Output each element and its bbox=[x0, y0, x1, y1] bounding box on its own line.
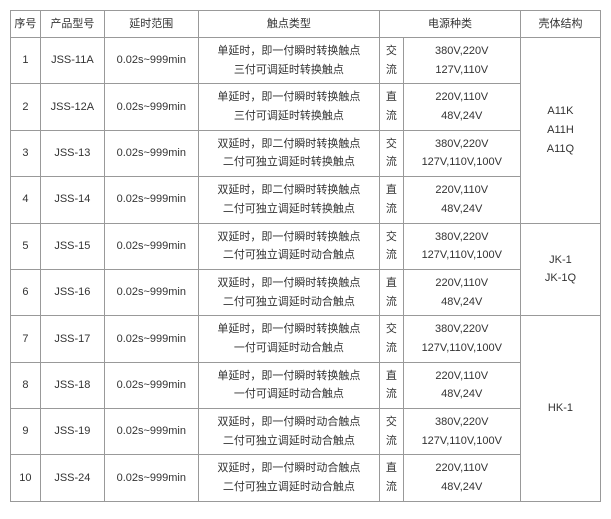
cell-model: JSS-15 bbox=[40, 223, 104, 269]
cell-contact: 双延时，即一付瞬时转换触点二付可独立调延时动合触点 bbox=[198, 269, 379, 315]
header-shell: 壳体结构 bbox=[520, 11, 600, 38]
cell-seq: 10 bbox=[11, 455, 41, 501]
cell-power-volt: 380V,220V127V,110V,100V bbox=[403, 316, 520, 362]
cell-model: JSS-13 bbox=[40, 130, 104, 176]
cell-model: JSS-14 bbox=[40, 177, 104, 223]
cell-power-type: 交流 bbox=[380, 38, 403, 84]
table-row: 9JSS-190.02s~999min双延时，即一付瞬时动合触点二付可独立调延时… bbox=[11, 409, 601, 455]
cell-power-volt: 220V,110V48V,24V bbox=[403, 269, 520, 315]
table-row: 10JSS-240.02s~999min双延时，即一付瞬时动合触点二付可独立调延… bbox=[11, 455, 601, 501]
cell-power-volt: 380V,220V127V,110V bbox=[403, 38, 520, 84]
table-row: 4JSS-140.02s~999min双延时，即二付瞬时转换触点二付可独立调延时… bbox=[11, 177, 601, 223]
table-row: 7JSS-170.02s~999min单延时，即一付瞬时转换触点一付可调延时动合… bbox=[11, 316, 601, 362]
header-power: 电源种类 bbox=[380, 11, 521, 38]
table-header-row: 序号 产品型号 延时范围 触点类型 电源种类 壳体结构 bbox=[11, 11, 601, 38]
cell-power-type: 交流 bbox=[380, 316, 403, 362]
cell-range: 0.02s~999min bbox=[104, 38, 198, 84]
cell-range: 0.02s~999min bbox=[104, 269, 198, 315]
cell-power-volt: 220V,110V48V,24V bbox=[403, 362, 520, 408]
cell-model: JSS-12A bbox=[40, 84, 104, 130]
cell-shell: A11KA11HA11Q bbox=[520, 38, 600, 224]
cell-shell: HK-1 bbox=[520, 316, 600, 502]
cell-shell: JK-1JK-1Q bbox=[520, 223, 600, 316]
header-model: 产品型号 bbox=[40, 11, 104, 38]
header-contact: 触点类型 bbox=[198, 11, 379, 38]
cell-model: JSS-18 bbox=[40, 362, 104, 408]
cell-contact: 单延时，即一付瞬时转换触点一付可调延时动合触点 bbox=[198, 362, 379, 408]
header-seq: 序号 bbox=[11, 11, 41, 38]
cell-power-type: 直流 bbox=[380, 84, 403, 130]
table-row: 3JSS-130.02s~999min双延时，即二付瞬时转换触点二付可独立调延时… bbox=[11, 130, 601, 176]
cell-seq: 3 bbox=[11, 130, 41, 176]
cell-range: 0.02s~999min bbox=[104, 130, 198, 176]
cell-power-volt: 380V,220V127V,110V,100V bbox=[403, 223, 520, 269]
cell-seq: 2 bbox=[11, 84, 41, 130]
header-range: 延时范围 bbox=[104, 11, 198, 38]
cell-seq: 4 bbox=[11, 177, 41, 223]
cell-power-volt: 380V,220V127V,110V,100V bbox=[403, 409, 520, 455]
cell-power-type: 交流 bbox=[380, 130, 403, 176]
cell-power-volt: 220V,110V48V,24V bbox=[403, 455, 520, 501]
cell-contact: 双延时，即一付瞬时动合触点二付可独立调延时动合触点 bbox=[198, 455, 379, 501]
cell-contact: 双延时，即一付瞬时转换触点二付可独立调延时动合触点 bbox=[198, 223, 379, 269]
cell-power-type: 直流 bbox=[380, 269, 403, 315]
cell-range: 0.02s~999min bbox=[104, 177, 198, 223]
cell-contact: 双延时，即二付瞬时转换触点二付可独立调延时转换触点 bbox=[198, 130, 379, 176]
cell-model: JSS-16 bbox=[40, 269, 104, 315]
cell-model: JSS-11A bbox=[40, 38, 104, 84]
cell-model: JSS-17 bbox=[40, 316, 104, 362]
cell-seq: 5 bbox=[11, 223, 41, 269]
table-row: 5JSS-150.02s~999min双延时，即一付瞬时转换触点二付可独立调延时… bbox=[11, 223, 601, 269]
cell-model: JSS-19 bbox=[40, 409, 104, 455]
cell-power-type: 直流 bbox=[380, 362, 403, 408]
cell-range: 0.02s~999min bbox=[104, 455, 198, 501]
cell-range: 0.02s~999min bbox=[104, 223, 198, 269]
table-row: 6JSS-160.02s~999min双延时，即一付瞬时转换触点二付可独立调延时… bbox=[11, 269, 601, 315]
cell-power-volt: 380V,220V127V,110V,100V bbox=[403, 130, 520, 176]
cell-seq: 9 bbox=[11, 409, 41, 455]
table-row: 1JSS-11A0.02s~999min单延时，即一付瞬时转换触点三付可调延时转… bbox=[11, 38, 601, 84]
table-row: 2JSS-12A0.02s~999min单延时，即一付瞬时转换触点三付可调延时转… bbox=[11, 84, 601, 130]
cell-range: 0.02s~999min bbox=[104, 409, 198, 455]
cell-seq: 1 bbox=[11, 38, 41, 84]
cell-range: 0.02s~999min bbox=[104, 362, 198, 408]
cell-seq: 6 bbox=[11, 269, 41, 315]
cell-range: 0.02s~999min bbox=[104, 84, 198, 130]
cell-power-type: 直流 bbox=[380, 177, 403, 223]
cell-contact: 双延时，即一付瞬时动合触点二付可独立调延时动合触点 bbox=[198, 409, 379, 455]
cell-seq: 8 bbox=[11, 362, 41, 408]
cell-power-volt: 220V,110V48V,24V bbox=[403, 84, 520, 130]
table-row: 8JSS-180.02s~999min单延时，即一付瞬时转换触点一付可调延时动合… bbox=[11, 362, 601, 408]
cell-range: 0.02s~999min bbox=[104, 316, 198, 362]
cell-contact: 单延时，即一付瞬时转换触点三付可调延时转换触点 bbox=[198, 84, 379, 130]
product-spec-table: 序号 产品型号 延时范围 触点类型 电源种类 壳体结构 1JSS-11A0.02… bbox=[10, 10, 601, 502]
cell-contact: 单延时，即一付瞬时转换触点三付可调延时转换触点 bbox=[198, 38, 379, 84]
table-body: 1JSS-11A0.02s~999min单延时，即一付瞬时转换触点三付可调延时转… bbox=[11, 38, 601, 502]
cell-power-volt: 220V,110V48V,24V bbox=[403, 177, 520, 223]
cell-seq: 7 bbox=[11, 316, 41, 362]
cell-model: JSS-24 bbox=[40, 455, 104, 501]
cell-power-type: 直流 bbox=[380, 455, 403, 501]
cell-power-type: 交流 bbox=[380, 409, 403, 455]
cell-contact: 单延时，即一付瞬时转换触点一付可调延时动合触点 bbox=[198, 316, 379, 362]
cell-power-type: 交流 bbox=[380, 223, 403, 269]
cell-contact: 双延时，即二付瞬时转换触点二付可独立调延时转换触点 bbox=[198, 177, 379, 223]
